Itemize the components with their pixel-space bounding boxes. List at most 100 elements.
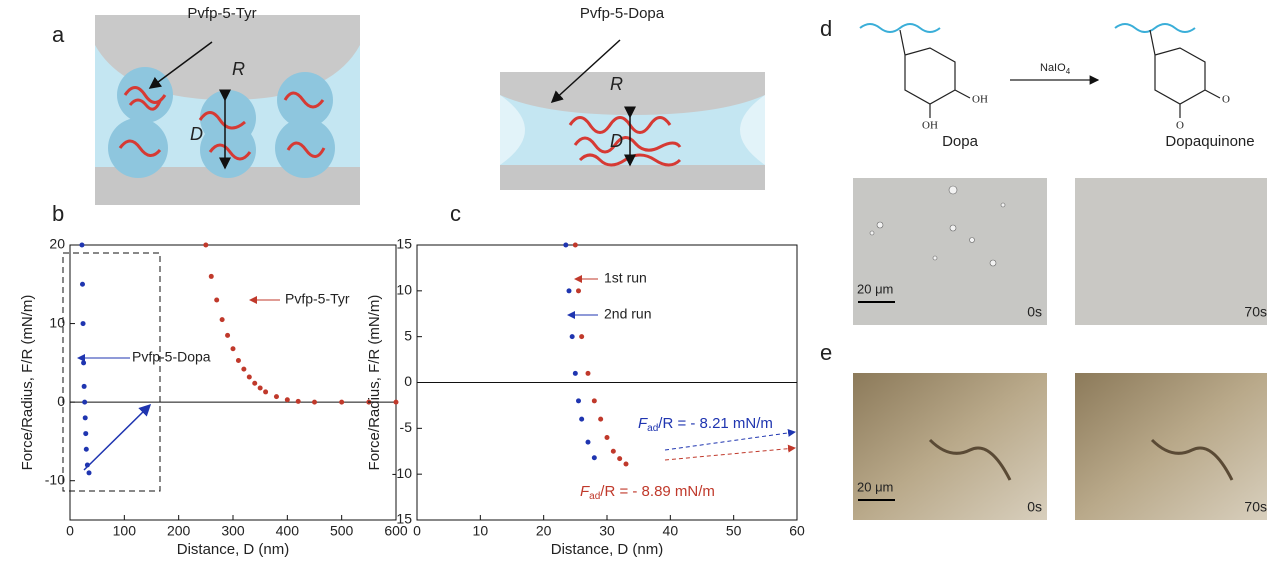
data-point bbox=[576, 288, 581, 294]
data-point bbox=[82, 415, 88, 421]
panel-letter: d bbox=[820, 16, 832, 41]
data-point bbox=[576, 398, 581, 404]
data-point bbox=[569, 334, 575, 340]
adhesion-subscript: ad bbox=[647, 423, 658, 434]
data-point bbox=[393, 399, 399, 405]
y-tick-label: 15 bbox=[396, 236, 412, 252]
adhesion-text: /R = - 8.21 mN/m bbox=[658, 415, 773, 432]
schematic-label: Pvfp-5-Tyr bbox=[187, 5, 256, 22]
x-tick-label: 300 bbox=[221, 523, 245, 539]
data-point bbox=[585, 439, 591, 445]
data-point bbox=[86, 470, 92, 476]
schematic-right: Pvfp-5-Dopa R D bbox=[500, 5, 765, 190]
x-tick-label: 0 bbox=[66, 523, 74, 539]
data-point bbox=[591, 455, 597, 461]
adhesion-symbol: F bbox=[638, 415, 648, 432]
y-axis-label: Force/Radius, F/R (mN/m) bbox=[19, 295, 36, 471]
chem-group: OH bbox=[972, 94, 988, 106]
y-tick-label: 10 bbox=[396, 282, 412, 298]
x-tick-label: 100 bbox=[113, 523, 137, 539]
y-tick-label: 5 bbox=[404, 327, 412, 343]
data-point bbox=[598, 416, 604, 422]
time-label: 0s bbox=[1027, 499, 1042, 515]
panel-letter: b bbox=[52, 201, 64, 226]
data-point bbox=[219, 317, 225, 323]
radius-label: R bbox=[610, 74, 623, 94]
reagent-subscript: 4 bbox=[1066, 67, 1071, 76]
data-point bbox=[83, 446, 89, 452]
y-tick-label: -10 bbox=[45, 471, 65, 487]
panel-letter: c bbox=[450, 201, 461, 226]
x-tick-label: 60 bbox=[789, 523, 805, 539]
data-point bbox=[208, 273, 214, 279]
y-tick-label: -15 bbox=[392, 511, 412, 527]
data-point bbox=[563, 242, 569, 248]
y-axis-label: Force/Radius, F/R (mN/m) bbox=[366, 295, 383, 471]
x-axis-label: Distance, D (nm) bbox=[177, 541, 290, 558]
x-axis-label: Distance, D (nm) bbox=[551, 541, 664, 558]
data-point bbox=[579, 416, 585, 422]
y-tick-label: 10 bbox=[49, 314, 65, 330]
distance-label: D bbox=[610, 131, 623, 151]
radius-label: R bbox=[232, 59, 245, 79]
reagent-text: NaIO bbox=[1040, 62, 1066, 74]
micrographs bbox=[853, 178, 1267, 520]
arrow bbox=[664, 428, 796, 451]
data-point bbox=[79, 242, 85, 248]
panel-letter: a bbox=[52, 22, 65, 47]
y-tick-label: -10 bbox=[392, 465, 412, 481]
data-point bbox=[284, 397, 290, 403]
x-tick-label: 500 bbox=[330, 523, 354, 539]
data-point bbox=[225, 332, 231, 338]
arrow bbox=[664, 444, 796, 461]
data-point bbox=[252, 380, 258, 386]
annotation: 1st run bbox=[604, 270, 647, 286]
y-tick-label: 0 bbox=[57, 393, 65, 409]
data-point bbox=[230, 346, 236, 352]
reaction bbox=[859, 23, 1221, 118]
data-point bbox=[235, 358, 241, 363]
data-point bbox=[623, 461, 629, 467]
data-point bbox=[610, 448, 616, 454]
x-tick-label: 40 bbox=[663, 523, 679, 539]
x-tick-label: 200 bbox=[167, 523, 191, 539]
adhesion-subscript: ad bbox=[589, 491, 600, 502]
scale-bar-label: 20 μm bbox=[857, 281, 893, 296]
data-point bbox=[617, 456, 623, 462]
data-point bbox=[572, 370, 578, 376]
y-tick-label: -5 bbox=[400, 419, 413, 435]
adhesion-label: Fad/R = - 8.21 mN/m bbox=[638, 415, 773, 434]
x-tick-label: 50 bbox=[726, 523, 742, 539]
x-tick-label: 30 bbox=[599, 523, 615, 539]
x-tick-label: 10 bbox=[473, 523, 489, 539]
schematic-label: Pvfp-5-Dopa bbox=[580, 5, 665, 22]
data-point bbox=[566, 288, 572, 294]
x-tick-label: 400 bbox=[276, 523, 300, 539]
data-point bbox=[339, 399, 345, 405]
data-point bbox=[585, 370, 591, 376]
y-tick-label: 20 bbox=[49, 236, 65, 252]
data-point bbox=[257, 385, 263, 391]
panel-letter: e bbox=[820, 340, 832, 365]
data-point bbox=[591, 398, 597, 404]
product-name: Dopaquinone bbox=[1165, 133, 1254, 150]
zoom-box bbox=[62, 252, 161, 492]
data-point bbox=[82, 399, 88, 405]
adhesion-symbol: F bbox=[580, 483, 590, 500]
data-point bbox=[83, 431, 89, 437]
adhesion-label: Fad/R = - 8.89 mN/m bbox=[580, 483, 715, 502]
data-point bbox=[214, 297, 220, 303]
data-point bbox=[263, 389, 269, 395]
schematic-left: Pvfp-5-Tyr R D bbox=[95, 5, 360, 205]
data-point bbox=[84, 462, 90, 468]
plot-frame bbox=[69, 244, 397, 521]
x-tick-label: 600 bbox=[384, 523, 408, 539]
adhesion-text: /R = - 8.89 mN/m bbox=[600, 483, 715, 500]
data-point bbox=[604, 435, 610, 440]
data-point bbox=[80, 321, 86, 327]
x-tick-label: 20 bbox=[536, 523, 552, 539]
distance-label: D bbox=[190, 124, 203, 144]
data-point bbox=[81, 383, 87, 389]
chem-group: O bbox=[1222, 94, 1230, 106]
